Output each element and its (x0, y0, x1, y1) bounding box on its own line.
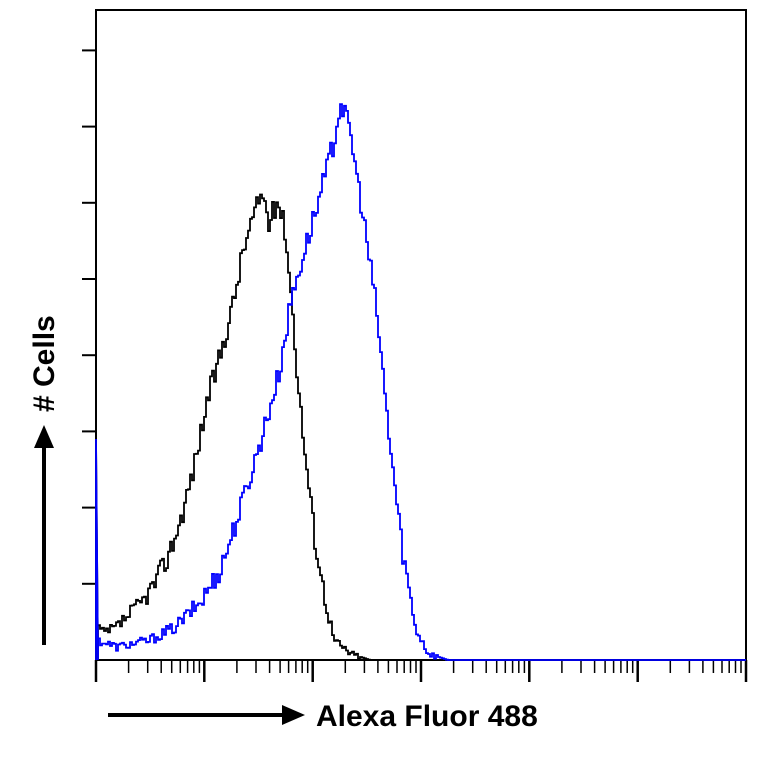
y-axis-arrow-head (34, 425, 54, 448)
y-axis-label: # Cells (28, 315, 61, 412)
y-axis-ticks (82, 49, 96, 585)
plot-frame (95, 9, 747, 661)
x-axis-label: Alexa Fluor 488 (316, 700, 538, 733)
x-axis-arrow-head (282, 705, 305, 725)
x-axis-ticks (94, 660, 748, 682)
histogram-series-1 (95, 193, 746, 661)
histogram-series-2 (95, 103, 746, 661)
series-layer (95, 103, 746, 661)
